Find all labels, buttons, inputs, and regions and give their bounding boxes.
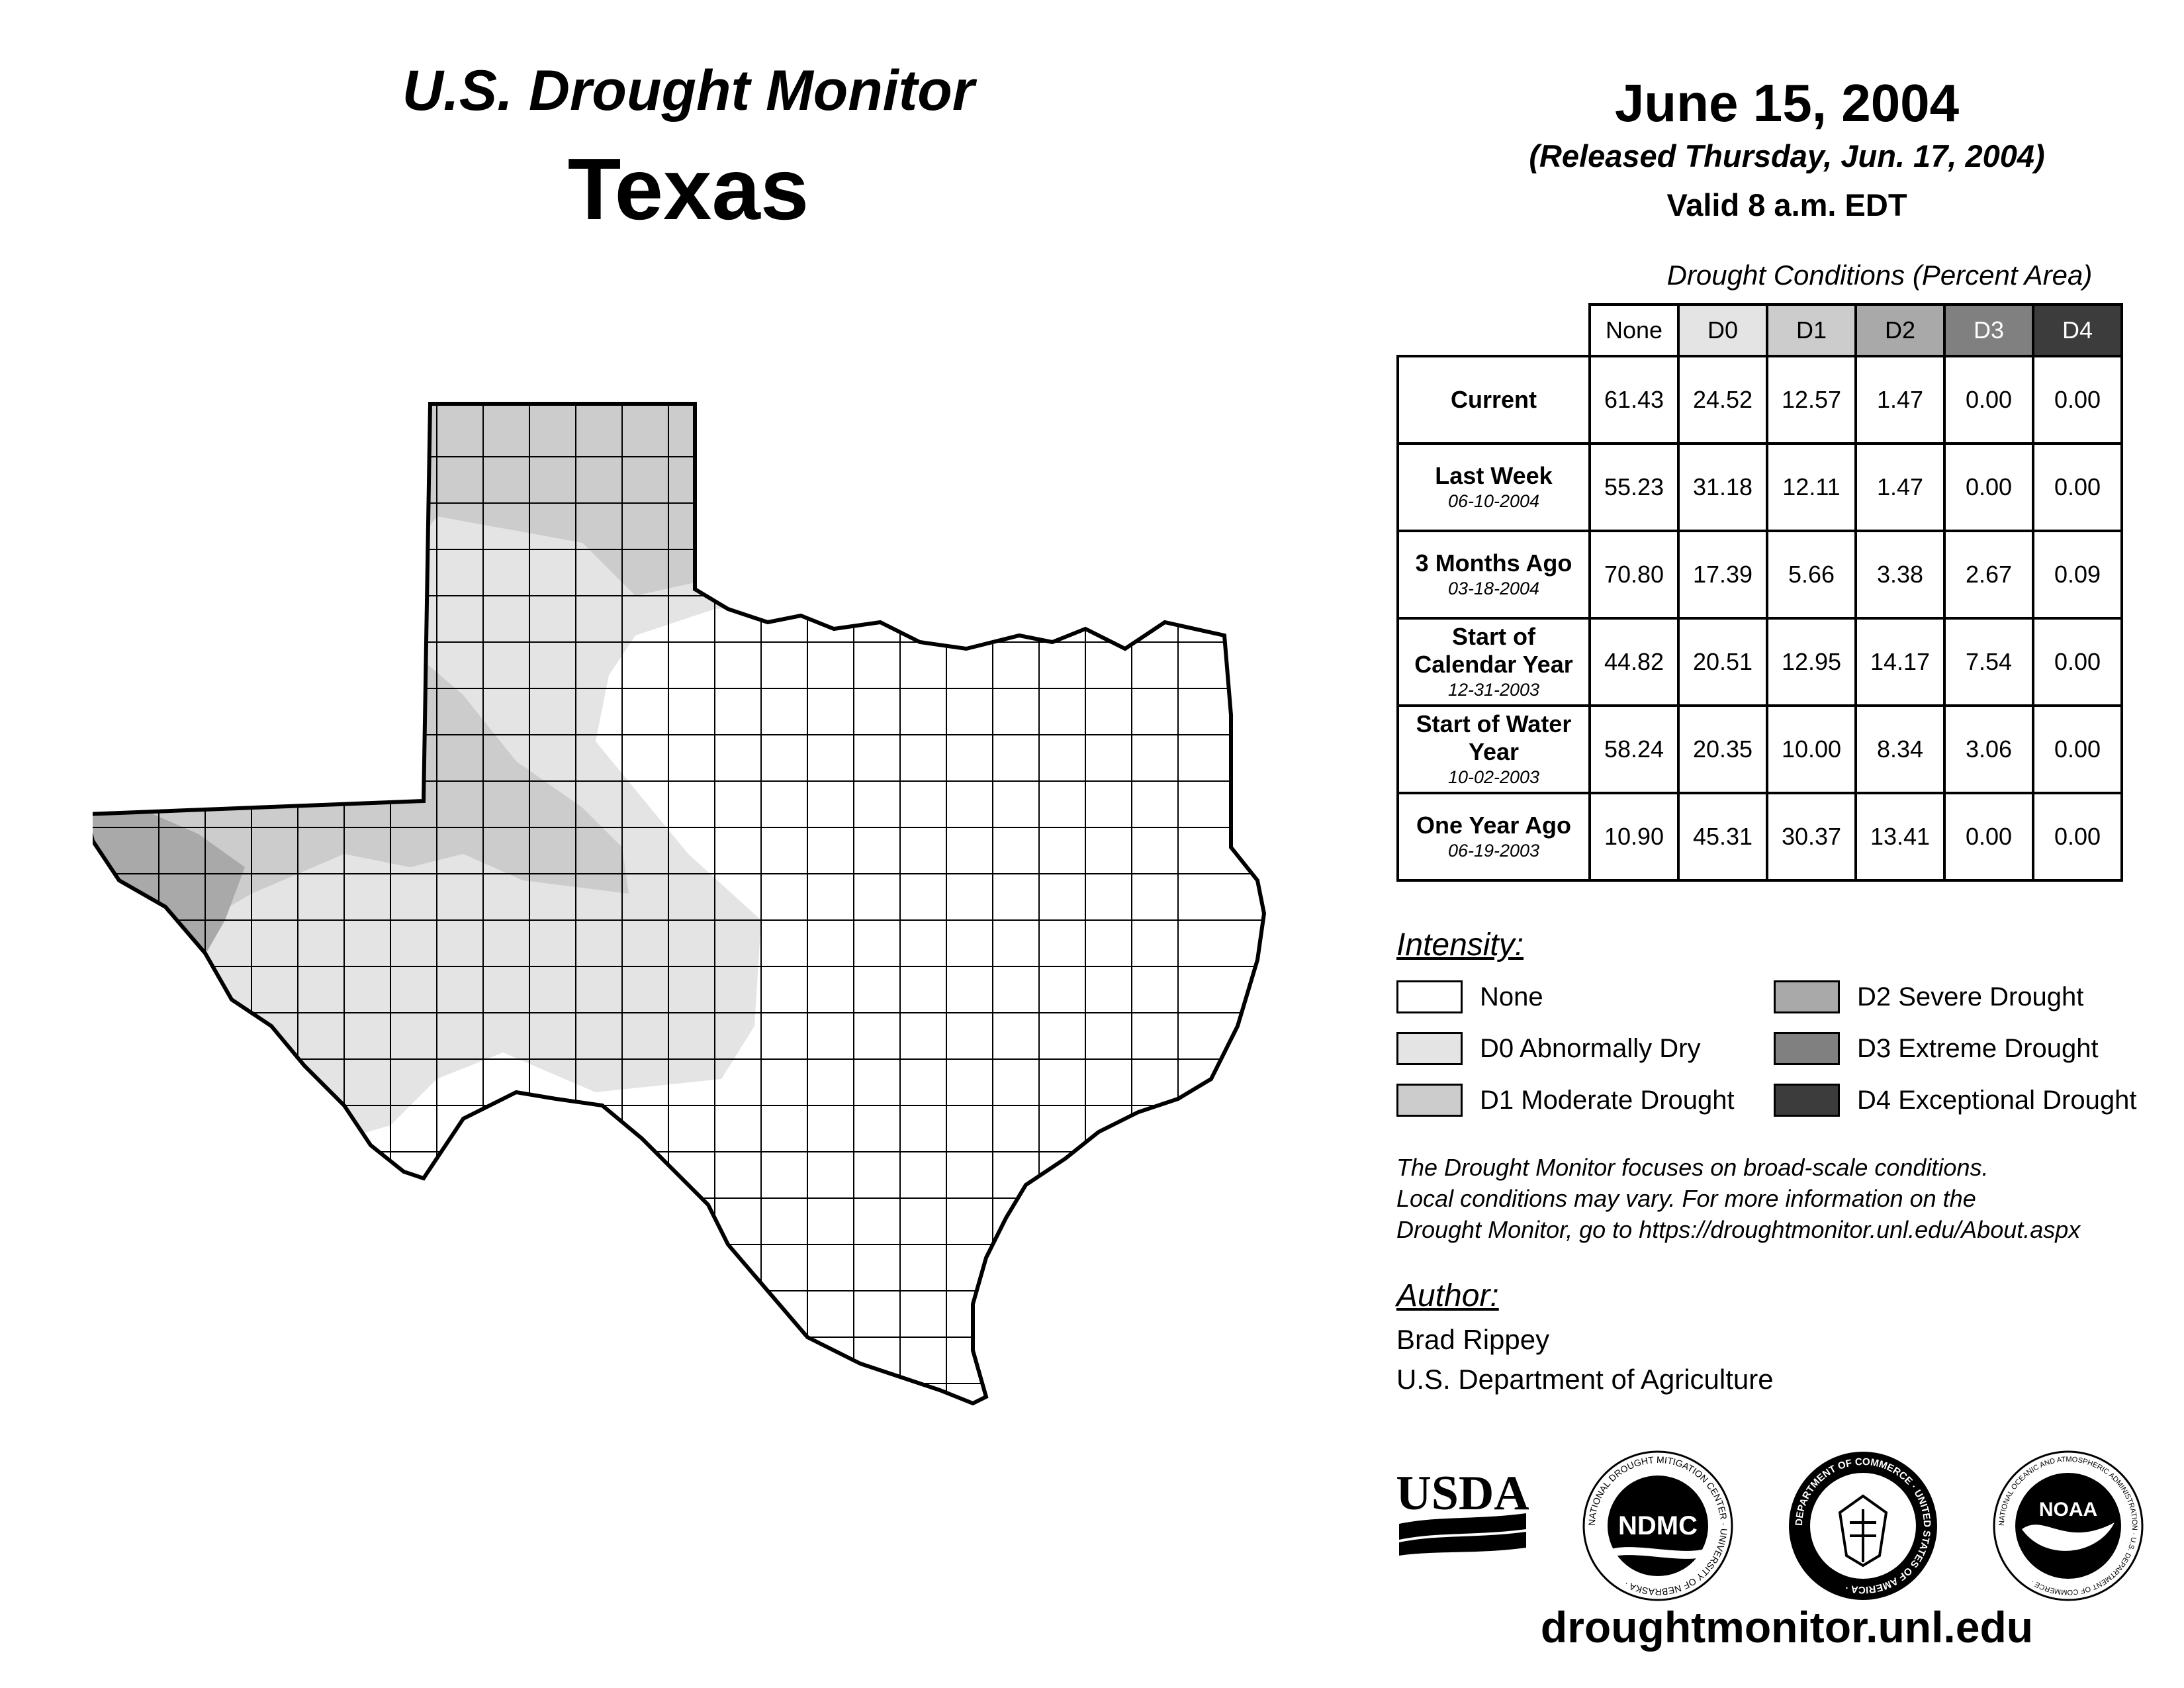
table-cell: 10.90 — [1588, 792, 1680, 882]
drought-conditions-table: None D0 D1 D2 D3 D4 Current 61.43 24.52 … — [1396, 303, 2123, 882]
note-line: The Drought Monitor focuses on broad-sca… — [1396, 1154, 1989, 1181]
note-line: Local conditions may vary. For more info… — [1396, 1185, 1976, 1212]
row-label: Start of Calendar Year 12-31-2003 — [1396, 617, 1591, 707]
table-cell: 0.00 — [1943, 355, 2034, 445]
svg-text:USDA: USDA — [1396, 1466, 1529, 1521]
table-cell: 44.82 — [1588, 617, 1680, 707]
table-cell: 0.00 — [1943, 792, 2034, 882]
legend-label: D0 Abnormally Dry — [1480, 1033, 1701, 1063]
note-line: Drought Monitor, go to https://droughtmo… — [1396, 1216, 2081, 1243]
table-row: Last Week 06-10-2004 55.23 31.18 12.11 1.… — [1396, 442, 2123, 532]
table-cell: 20.35 — [1677, 704, 1768, 794]
table-cell: 0.00 — [2032, 355, 2123, 445]
legend-item-d1: D1 Moderate Drought — [1396, 1082, 1735, 1119]
table-cell: 0.00 — [1943, 442, 2034, 532]
texas-drought-map — [93, 402, 1267, 1406]
table-row: One Year Ago 06-19-2003 10.90 45.31 30.37… — [1396, 792, 2123, 882]
column-header-d2: D2 — [1854, 303, 1946, 357]
table-cell: 20.51 — [1677, 617, 1768, 707]
table-row: Current 61.43 24.52 12.57 1.47 0.00 0.00 — [1396, 355, 2123, 445]
disclaimer-note: The Drought Monitor focuses on broad-sca… — [1396, 1152, 2164, 1245]
table-cell: 12.95 — [1766, 617, 1857, 707]
row-label: Last Week 06-10-2004 — [1396, 442, 1591, 532]
usda-logo: USDA — [1396, 1466, 1529, 1556]
table-cell: 0.09 — [2032, 530, 2123, 620]
table-cell: 12.57 — [1766, 355, 1857, 445]
table-cell: 30.37 — [1766, 792, 1857, 882]
table-cell: 13.41 — [1854, 792, 1946, 882]
table-row: Start of Water Year 10-02-2003 58.24 20.3… — [1396, 704, 2123, 794]
legend-item-d2: D2 Severe Drought — [1774, 978, 2083, 1015]
table-cell: 55.23 — [1588, 442, 1680, 532]
table-row: 3 Months Ago 03-18-2004 70.80 17.39 5.66 … — [1396, 530, 2123, 620]
table-cell: 1.47 — [1854, 442, 1946, 532]
state-name: Texas — [567, 140, 809, 238]
intensity-legend-title: Intensity: — [1396, 927, 1524, 962]
table-cell: 61.43 — [1588, 355, 1680, 445]
table-corner — [1398, 305, 1591, 357]
column-header-d1: D1 — [1766, 303, 1857, 357]
row-label: Current — [1396, 355, 1591, 445]
legend-item-d3: D3 Extreme Drought — [1774, 1030, 2099, 1067]
table-cell: 12.11 — [1766, 442, 1857, 532]
legend-label: D4 Exceptional Drought — [1857, 1085, 2137, 1115]
valid-time: Valid 8 a.m. EDT — [1666, 187, 1907, 222]
column-header-d0: D0 — [1677, 303, 1768, 357]
author-organization: U.S. Department of Agriculture — [1396, 1364, 1774, 1395]
svg-text:NDMC: NDMC — [1618, 1511, 1698, 1540]
row-label: 3 Months Ago 03-18-2004 — [1396, 530, 1591, 620]
table-cell: 24.52 — [1677, 355, 1768, 445]
table-row: Start of Calendar Year 12-31-2003 44.82 2… — [1396, 617, 2123, 707]
legend-item-d4: D4 Exceptional Drought — [1774, 1082, 2136, 1119]
table-cell: 31.18 — [1677, 442, 1768, 532]
table-cell: 17.39 — [1677, 530, 1768, 620]
legend-label: None — [1480, 982, 1543, 1011]
website-link[interactable]: droughtmonitor.unl.edu — [1540, 1603, 2034, 1652]
conditions-caption: Drought Conditions (Percent Area) — [1666, 259, 2093, 291]
table-cell: 0.00 — [2032, 792, 2123, 882]
table-cell: 3.06 — [1943, 704, 2034, 794]
table-cell: 3.38 — [1854, 530, 1946, 620]
svg-text:NOAA: NOAA — [2039, 1499, 2097, 1521]
legend-item-d0: D0 Abnormally Dry — [1396, 1030, 1700, 1067]
map-date: June 15, 2004 — [1614, 73, 1960, 132]
author-name: Brad Rippey — [1396, 1324, 1550, 1355]
table-cell: 0.00 — [2032, 704, 2123, 794]
column-header-none: None — [1588, 303, 1680, 357]
legend-swatch — [1774, 1032, 1840, 1065]
legend-swatch — [1396, 1032, 1463, 1065]
column-header-d4: D4 — [2032, 303, 2123, 357]
table-cell: 14.17 — [1854, 617, 1946, 707]
table-cell: 45.31 — [1677, 792, 1768, 882]
table-cell: 1.47 — [1854, 355, 1946, 445]
table-cell: 0.00 — [2032, 617, 2123, 707]
table-cell: 8.34 — [1854, 704, 1946, 794]
column-header-d3: D3 — [1943, 303, 2034, 357]
table-cell: 5.66 — [1766, 530, 1857, 620]
ndmc-logo: NATIONAL DROUGHT MITIGATION CENTER · UNI… — [1582, 1450, 1733, 1601]
row-label: One Year Ago 06-19-2003 — [1396, 792, 1591, 882]
author-heading: Author: — [1396, 1278, 1499, 1313]
legend-swatch — [1396, 980, 1463, 1013]
table-header-row: None D0 D1 D2 D3 D4 — [1398, 303, 2123, 357]
table-cell: 0.00 — [2032, 442, 2123, 532]
table-cell: 58.24 — [1588, 704, 1680, 794]
legend-label: D3 Extreme Drought — [1857, 1033, 2099, 1063]
legend-item-none: None — [1396, 978, 1543, 1015]
legend-swatch — [1396, 1084, 1463, 1117]
map-title: U.S. Drought Monitor — [402, 59, 975, 122]
table-cell: 10.00 — [1766, 704, 1857, 794]
row-label: Start of Water Year 10-02-2003 — [1396, 704, 1591, 794]
commerce-seal-logo: DEPARTMENT OF COMMERCE · UNITED STATES O… — [1789, 1452, 1937, 1600]
table-cell: 7.54 — [1943, 617, 2034, 707]
table-cell: 2.67 — [1943, 530, 2034, 620]
table-cell: 70.80 — [1588, 530, 1680, 620]
texas-state-outline — [93, 402, 1267, 1406]
legend-label: D2 Severe Drought — [1857, 982, 2084, 1011]
release-date: (Released Thursday, Jun. 17, 2004) — [1529, 138, 2045, 173]
legend-swatch — [1774, 980, 1840, 1013]
noaa-logo: NATIONAL OCEANIC AND ATMOSPHERIC ADMINIS… — [1993, 1450, 2144, 1601]
legend-swatch — [1774, 1084, 1840, 1117]
legend-label: D1 Moderate Drought — [1480, 1085, 1735, 1115]
